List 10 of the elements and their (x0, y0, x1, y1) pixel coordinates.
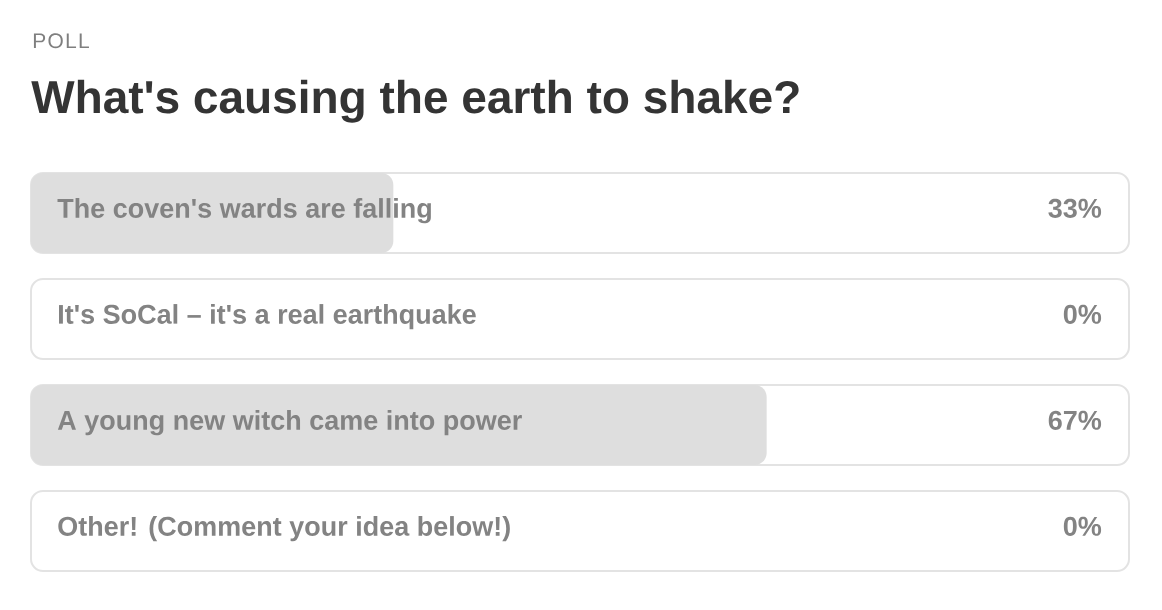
y-tick-label: It's SoCal – it's a real earthquake (59, 304, 476, 330)
data-label: 0% (1063, 516, 1102, 536)
y-tick-label: A young new witch came into power (57, 410, 522, 436)
chart-title: What's causing the earth to shake? (31, 79, 799, 123)
y-tick-label: The coven's wards are falling (57, 198, 431, 224)
data-label: 33% (1048, 198, 1102, 218)
data-label: 67% (1048, 410, 1102, 430)
data-label: 0% (1063, 304, 1102, 324)
text: POLL (33, 33, 89, 49)
y-tick-label: Other! (Comment your idea below!) (58, 516, 510, 542)
